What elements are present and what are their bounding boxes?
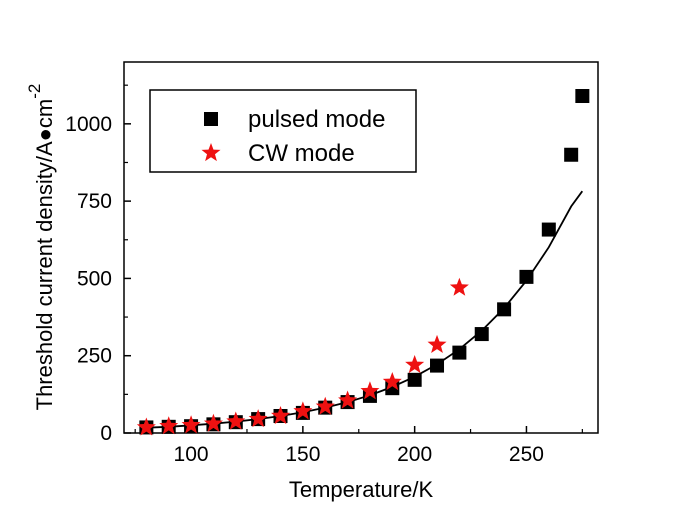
x-tick-label: 250 <box>509 443 544 466</box>
cw-mode-point <box>427 334 447 353</box>
legend-label-cw: CW mode <box>248 140 355 167</box>
y-axis-title-main: Threshold current density/A●cm <box>32 99 57 411</box>
cw-mode-point <box>226 411 246 430</box>
cw-mode-point <box>338 390 358 409</box>
legend-label-pulsed: pulsed mode <box>248 106 385 133</box>
cw-mode-point <box>449 277 469 296</box>
cw-mode-point <box>203 413 223 432</box>
cw-mode-point <box>181 415 201 434</box>
y-tick-label: 750 <box>77 190 112 213</box>
cw-mode-point <box>315 396 335 415</box>
pulsed-mode-point <box>474 327 489 342</box>
svg-text:Threshold current density/A●cm: Threshold current density/A●cm-2 <box>25 84 57 411</box>
cw-mode-point <box>360 381 380 400</box>
cw-mode-point <box>159 416 179 435</box>
y-tick-label: 0 <box>100 422 112 445</box>
x-tick-label: 100 <box>174 443 209 466</box>
legend-marker-pulsed <box>204 112 218 126</box>
legend-marker-cw <box>201 143 221 162</box>
pulsed-mode-point <box>407 372 422 387</box>
y-tick-label: 500 <box>77 267 112 290</box>
pulsed-mode-point <box>452 345 467 360</box>
cw-mode-point <box>136 417 156 436</box>
cw-mode-point <box>248 409 268 428</box>
plot-area <box>123 61 599 434</box>
y-axis-title: Threshold current density/A●cm-2 <box>25 84 57 411</box>
pulsed-mode-point <box>541 222 556 237</box>
x-tick-label: 200 <box>397 443 432 466</box>
pulsed-mode-point <box>575 89 590 104</box>
x-tick-label: 150 <box>285 443 320 466</box>
data-marks <box>136 89 590 436</box>
x-axis-title: Temperature/K <box>289 477 434 502</box>
legend-box <box>149 89 417 173</box>
legend: pulsed mode CW mode <box>149 89 417 173</box>
pulsed-mode-point <box>519 269 534 284</box>
y-tick-label: 250 <box>77 345 112 368</box>
pulsed-mode-point <box>497 302 512 317</box>
cw-mode-point <box>405 354 425 374</box>
y-axis-title-superscript: -2 <box>25 84 44 99</box>
cw-mode-point <box>293 401 313 420</box>
cw-mode-point <box>271 406 291 425</box>
plot-frame <box>123 61 599 434</box>
axis-ticks: 100 150 200 250 0 250 500 750 1000 <box>65 84 583 466</box>
y-tick-label: 1000 <box>65 113 112 136</box>
pulsed-mode-point <box>564 147 579 162</box>
pulsed-mode-point <box>430 358 445 373</box>
cw-mode-point <box>382 371 402 391</box>
legend-markers <box>201 112 221 162</box>
